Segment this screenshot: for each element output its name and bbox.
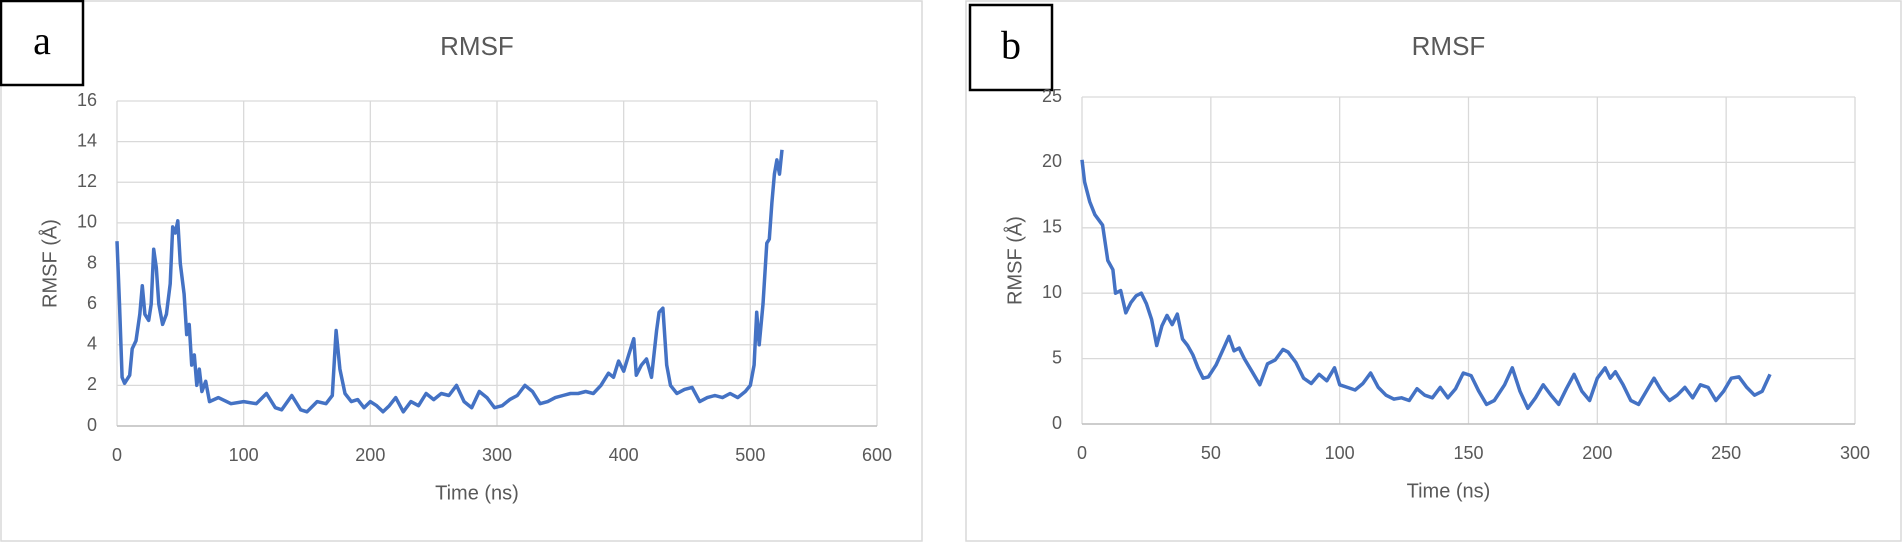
y-tick-label: 16	[77, 90, 97, 110]
y-tick-label: 0	[87, 415, 97, 435]
x-tick-label: 250	[1711, 443, 1741, 463]
x-tick-label: 500	[735, 445, 765, 465]
panel-border	[0, 0, 923, 542]
x-tick-label: 200	[1582, 443, 1612, 463]
x-axis-label: Time (ns)	[435, 482, 519, 504]
panel-label-box	[968, 3, 1054, 92]
panel-border	[965, 0, 1902, 542]
y-axis-label: RMSF (Å)	[1003, 216, 1026, 305]
x-tick-label: 100	[1325, 443, 1355, 463]
x-tick-label: 300	[1840, 443, 1870, 463]
y-tick-label: 10	[1042, 282, 1062, 302]
y-tick-label: 14	[77, 130, 97, 150]
panel-label: a	[33, 18, 51, 63]
y-tick-label: 15	[1042, 217, 1062, 237]
y-axis-label: RMSF (Å)	[38, 219, 61, 308]
y-tick-label: 2	[87, 374, 97, 394]
x-axis-label: Time (ns)	[1407, 480, 1491, 502]
y-tick-label: 12	[77, 171, 97, 191]
panel-label-box	[0, 0, 85, 87]
y-tick-label: 20	[1042, 151, 1062, 171]
y-tick-label: 4	[87, 334, 97, 354]
y-tick-label: 10	[77, 212, 97, 232]
y-tick-label: 5	[1052, 347, 1062, 367]
data-line	[1080, 159, 1772, 411]
x-tick-label: 300	[482, 445, 512, 465]
y-tick-label: 25	[1042, 86, 1062, 106]
chart-title: RMSF	[1412, 31, 1486, 61]
x-tick-label: 600	[862, 445, 892, 465]
x-tick-label: 150	[1453, 443, 1483, 463]
x-tick-label: 0	[112, 445, 122, 465]
x-tick-label: 100	[229, 445, 259, 465]
chart-title: RMSF	[440, 31, 514, 61]
data-line	[115, 149, 784, 414]
x-tick-label: 400	[609, 445, 639, 465]
y-tick-label: 6	[87, 293, 97, 313]
panel-label: b	[1001, 23, 1021, 68]
y-tick-label: 8	[87, 252, 97, 272]
x-tick-label: 50	[1201, 443, 1221, 463]
y-tick-label: 0	[1052, 413, 1062, 433]
x-tick-label: 200	[355, 445, 385, 465]
x-tick-label: 0	[1077, 443, 1087, 463]
